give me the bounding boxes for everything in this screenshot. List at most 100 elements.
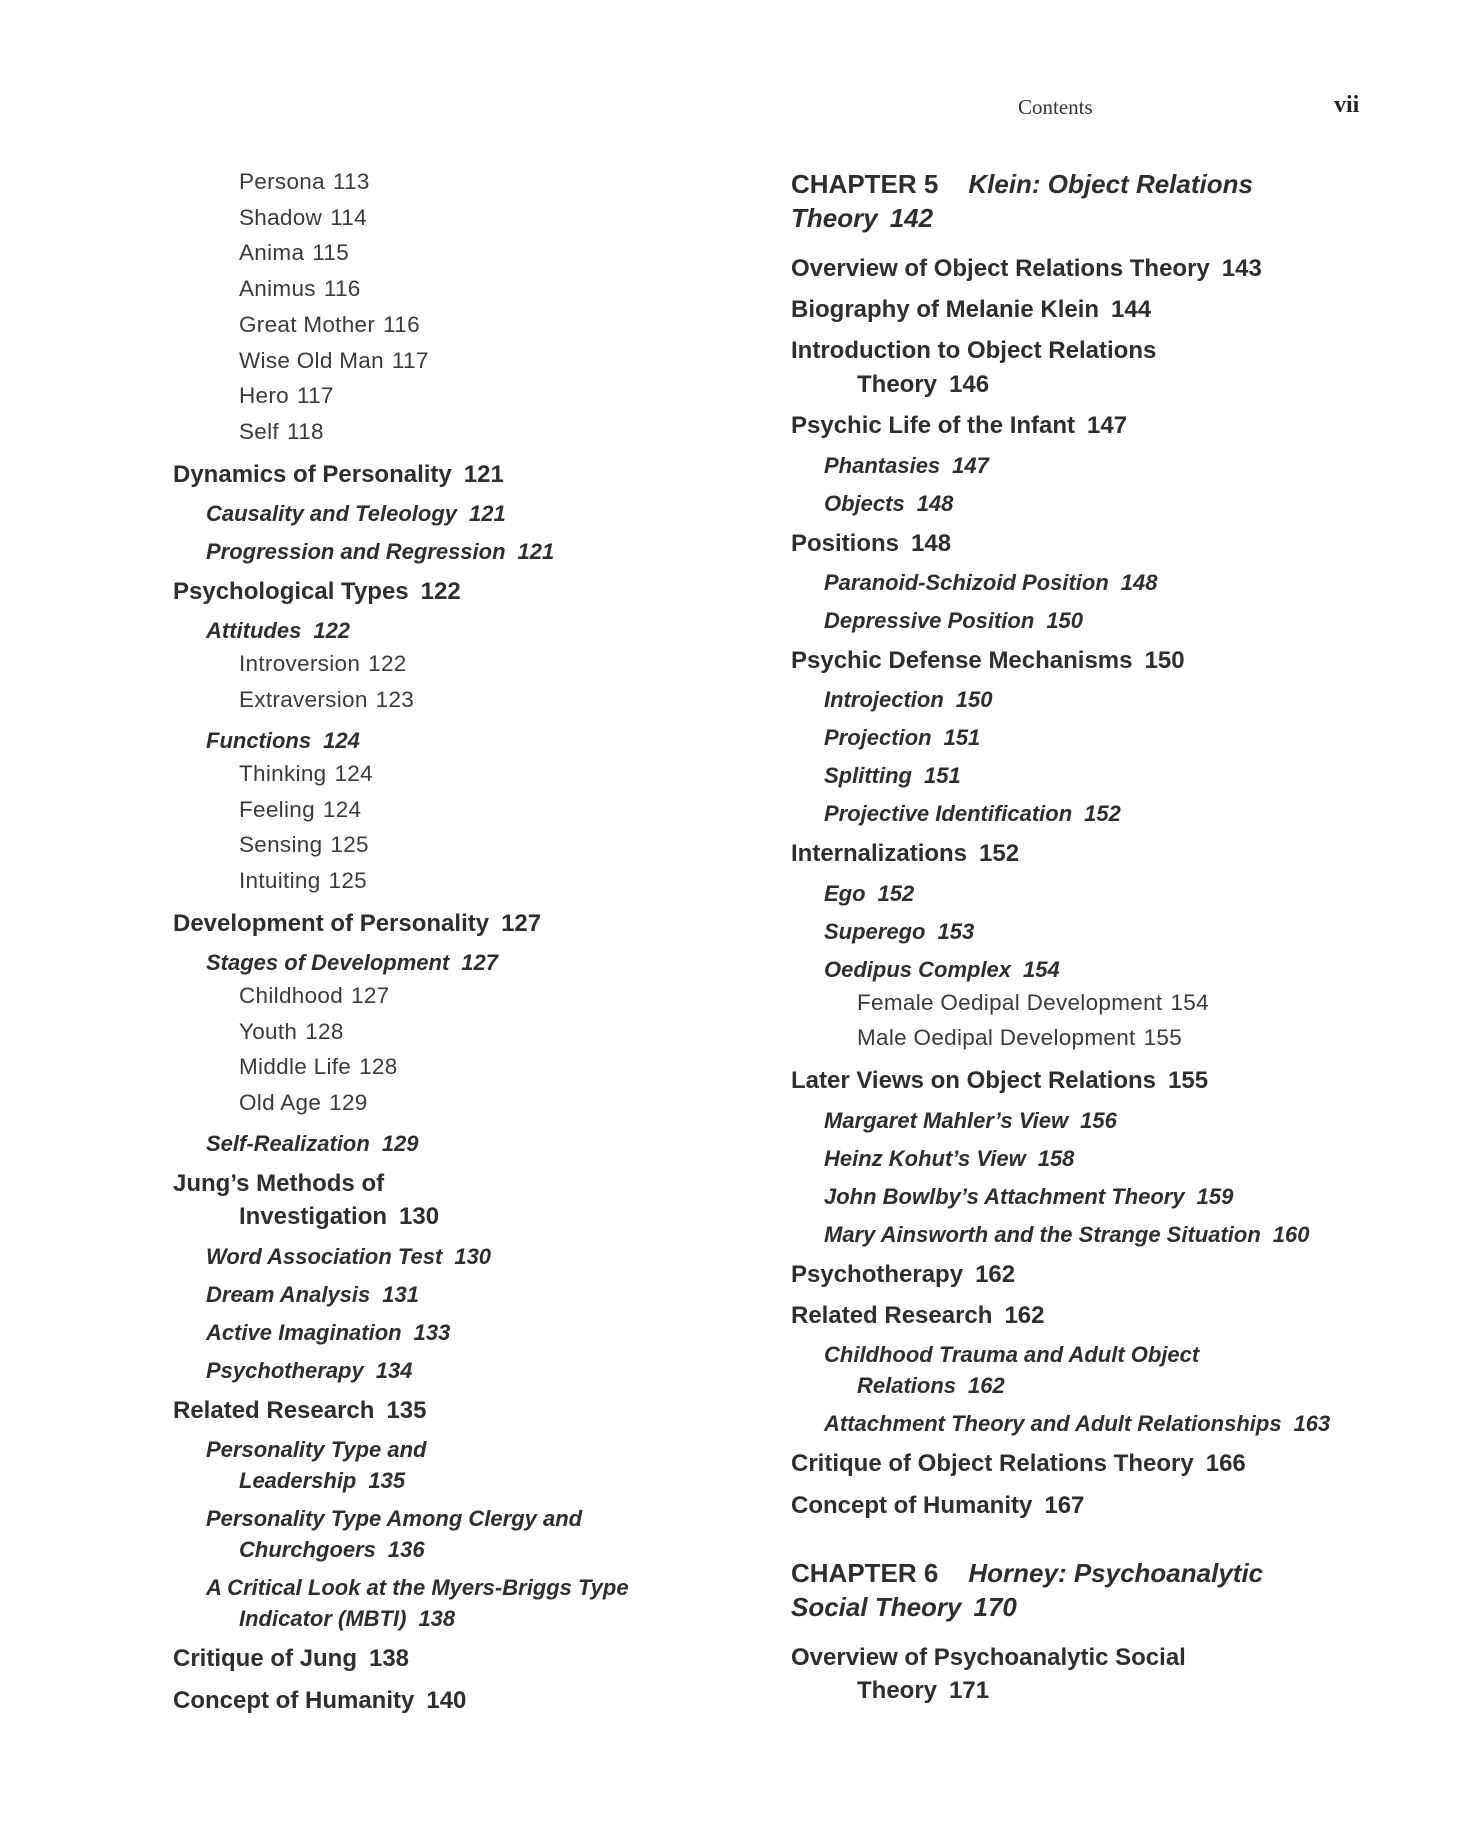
toc-entry-title: Leadership [239, 1468, 357, 1494]
toc-entry: Positions 148 [791, 527, 1431, 560]
toc-entry-line: A Critical Look at the Myers-Briggs Type [206, 1572, 733, 1603]
toc-entry: Margaret Mahler’s View 156 [791, 1105, 1431, 1136]
chapter-title: Social Theory [791, 1591, 962, 1622]
toc-entry-title: Wise Old Man [239, 347, 384, 373]
toc-entry-title: Psychological Types [173, 578, 409, 606]
toc-entry-line: Overview of Psychoanalytic Social [791, 1641, 1431, 1674]
chapter-heading-line: Theory 142 [791, 202, 1431, 236]
toc-entry-title: Word Association Test [206, 1243, 443, 1269]
toc-entry-line: Paranoid-Schizoid Position 148 [824, 567, 1431, 598]
toc-entry: Psychic Life of the Infant 147 [791, 409, 1431, 442]
toc-entry: Female Oedipal Development 154 [791, 985, 1431, 1021]
page-ref: 150 [955, 687, 993, 713]
toc-entry-line: Leadership 135 [206, 1465, 733, 1496]
page-ref: 136 [387, 1537, 425, 1563]
toc-entry-line: Childhood 127 [239, 978, 733, 1014]
toc-entry: Feeling 124 [173, 792, 733, 828]
toc-entry-title: Attitudes [206, 618, 302, 644]
page-ref: 125 [328, 867, 367, 893]
toc-entry-title: Theory [857, 370, 938, 398]
page-ref: 155 [1168, 1067, 1209, 1095]
chapter-title: Klein: Object Relations [968, 169, 1253, 199]
chapter-heading-line: Social Theory 170 [791, 1591, 1431, 1625]
toc-entry-line: Psychic Defense Mechanisms 150 [791, 644, 1431, 677]
toc-entry-title: Great Mother [239, 311, 376, 337]
toc-entry-line: Introduction to Object Relations [791, 334, 1431, 367]
toc-entry: Related Research 135 [173, 1394, 733, 1427]
page-ref: 124 [322, 796, 362, 822]
page-ref: 121 [463, 460, 504, 488]
chapter-heading-line: CHAPTER 5 Klein: Object Relations [791, 168, 1431, 202]
toc-entry-title: Old Age [239, 1090, 322, 1116]
page-ref: 122 [420, 578, 461, 606]
toc-entry: Great Mother 116 [173, 307, 733, 343]
page-ref: 138 [418, 1606, 456, 1632]
page-ref: 127 [351, 983, 390, 1009]
toc-entry-line: Male Oedipal Development 155 [857, 1020, 1431, 1056]
toc-entry-title: Projective Identification [824, 801, 1073, 827]
toc-entry: Paranoid-Schizoid Position 148 [791, 567, 1431, 598]
toc-entry-line: Persona 113 [239, 164, 733, 200]
toc-entry: Biography of Melanie Klein 144 [791, 293, 1431, 326]
page-ref: 122 [313, 618, 351, 644]
page-ref: 162 [968, 1373, 1005, 1399]
toc-entry: Development of Personality 127 [173, 907, 733, 940]
toc-entry: Self 118 [173, 414, 733, 450]
toc-entry: Internalizations 152 [791, 837, 1431, 870]
toc-entry-line: Jung’s Methods of [173, 1167, 733, 1200]
toc-entry: Heinz Kohut’s View 158 [791, 1143, 1431, 1174]
toc-entry-title: Superego [824, 918, 926, 944]
toc-entry-line: Overview of Object Relations Theory 143 [791, 252, 1431, 285]
page-ref: 113 [332, 169, 370, 194]
page-ref: 146 [949, 370, 990, 398]
toc-entry-title: Dynamics of Personality [173, 460, 452, 488]
toc-entry: Wise Old Man 117 [173, 343, 733, 379]
toc-entry-line: Word Association Test 130 [206, 1241, 733, 1272]
toc-entry-line: Depressive Position 150 [824, 605, 1431, 636]
page-ref: 134 [375, 1357, 413, 1383]
page-ref: 124 [334, 760, 373, 786]
toc-entry-title: Later Views on Object Relations [791, 1067, 1156, 1095]
toc-entry: Concept of Humanity 167 [791, 1489, 1431, 1522]
page-ref: 142 [889, 202, 934, 233]
toc-entry-title: Attachment Theory and Adult Relationship… [824, 1411, 1282, 1437]
page-ref: 154 [1023, 956, 1060, 982]
toc-entry-line: John Bowlby’s Attachment Theory 159 [824, 1181, 1431, 1212]
running-title: Contents [1018, 95, 1093, 119]
page-ref: 121 [517, 539, 555, 565]
toc-entry-line: Feeling 124 [239, 792, 733, 828]
page-ref: 150 [1046, 607, 1084, 633]
page-ref: 150 [1144, 646, 1185, 674]
toc-entry-line: Oedipus Complex 154 [824, 954, 1431, 985]
page-ref: 127 [501, 909, 542, 937]
toc-entry: A Critical Look at the Myers-Briggs Type… [173, 1572, 733, 1634]
toc-entry-line: Shadow 114 [239, 200, 733, 236]
page-ref: 128 [305, 1018, 344, 1044]
toc-entry-title: John Bowlby’s Attachment Theory [824, 1183, 1185, 1209]
page-ref: 151 [943, 725, 981, 751]
toc-entry-title: Relations [857, 1373, 957, 1399]
page-ref: 116 [323, 276, 361, 302]
page-ref: 154 [1170, 989, 1209, 1015]
toc-entry: Overview of Psychoanalytic Social Theory 1… [791, 1641, 1431, 1708]
toc-entry-title: Mary Ainsworth and the Strange Situation [824, 1221, 1261, 1247]
toc-entry-line: Mary Ainsworth and the Strange Situation… [824, 1219, 1431, 1250]
toc-entry: Splitting 151 [791, 760, 1431, 791]
chapter-number: CHAPTER 5 [791, 169, 939, 199]
page-ref: 159 [1196, 1183, 1234, 1209]
page-ref: 160 [1272, 1221, 1310, 1247]
page-ref: 162 [975, 1260, 1016, 1288]
toc-entry-line: Old Age 129 [239, 1085, 733, 1121]
toc-entry: Attitudes 122 [173, 615, 733, 646]
page-ref: 121 [469, 501, 506, 527]
toc-entry-title: Personality Type Among Clergy and [206, 1506, 583, 1532]
chapter-number: CHAPTER 6 [791, 1558, 939, 1589]
toc-entry-title: Objects [824, 490, 905, 516]
page-ref: 130 [454, 1243, 492, 1269]
toc-entry: Progression and Regression 121 [173, 536, 733, 567]
toc-entry-line: Margaret Mahler’s View 156 [824, 1105, 1431, 1136]
page-ref: 152 [979, 840, 1020, 868]
page-ref: 163 [1293, 1411, 1331, 1437]
toc-entry-title: Internalizations [791, 840, 968, 868]
toc-entry-line: Animus 116 [239, 271, 733, 307]
